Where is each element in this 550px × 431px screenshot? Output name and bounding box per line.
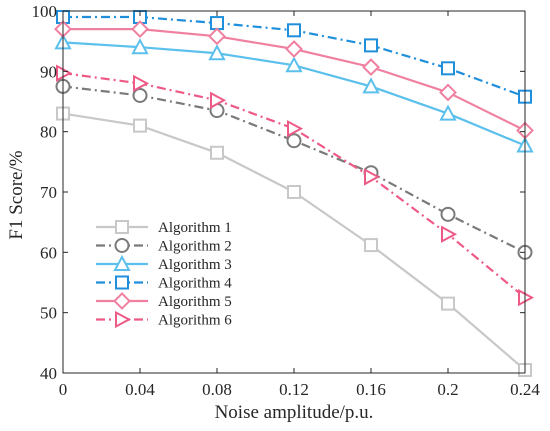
legend-marker [113, 292, 131, 310]
data-point [287, 185, 301, 199]
x-tick-label: 0.08 [202, 380, 232, 399]
y-tick-label: 100 [32, 2, 58, 21]
legend-label: Algorithm 3 [158, 257, 232, 273]
legend-label: Algorithm 5 [158, 294, 232, 310]
y-tick-label: 70 [40, 183, 57, 202]
legend-marker [115, 275, 129, 290]
y-axis-label: F1 Score/% [6, 150, 27, 239]
data-point [287, 23, 301, 38]
legend: Algorithm 1 Algorithm 2 Algorithm 3 Algorit… [96, 220, 232, 329]
axes: 0 0.04 0.08 0.12 0.16 0.2 0.24 40 50 60 70 80 90 100 [32, 2, 541, 399]
x-tick-label: 0.04 [125, 380, 155, 399]
legend-entry: Algorithm 2 [96, 238, 232, 255]
data-point [210, 16, 224, 31]
x-axis-label: Noise amplitude/p.u. [215, 402, 374, 423]
data-point [133, 118, 147, 133]
data-point [131, 38, 149, 55]
legend-entry: Algorithm 5 [96, 292, 232, 310]
y-tick-label: 60 [40, 243, 57, 262]
data-point [210, 145, 224, 160]
legend-label: Algorithm 2 [158, 239, 232, 255]
legend-entry: Algorithm 1 [96, 220, 232, 236]
legend-marker [114, 238, 130, 253]
series-1 [56, 106, 532, 377]
data-point [285, 40, 303, 58]
data-point [440, 206, 456, 222]
y-tick-label: 90 [40, 62, 57, 81]
y-tick-label: 40 [40, 364, 57, 383]
legend-entry: Algorithm 6 [96, 310, 232, 329]
legend-marker [113, 254, 131, 271]
y-tick-label: 50 [40, 304, 57, 323]
series-4 [56, 10, 532, 104]
data-point [133, 74, 150, 93]
data-point [441, 296, 455, 311]
legend-entry: Algorithm 3 [96, 254, 232, 273]
data-point [362, 77, 380, 94]
data-point [210, 91, 227, 109]
data-point [286, 133, 302, 149]
legend-entry: Algorithm 4 [96, 275, 232, 292]
legend-label: Algorithm 4 [158, 276, 232, 292]
y-tick-label: 80 [40, 123, 57, 142]
legend-label: Algorithm 1 [158, 220, 232, 236]
axes-frame [62, 10, 526, 374]
x-tick-label: 0.24 [510, 380, 540, 399]
x-tick-label: 0.2 [437, 380, 458, 399]
series-group [54, 10, 535, 377]
legend-label: Algorithm 6 [158, 313, 232, 329]
data-point [364, 238, 378, 253]
data-point [364, 168, 381, 186]
data-point [441, 61, 455, 76]
data-point [441, 225, 458, 243]
data-point [208, 44, 226, 61]
legend-marker [115, 220, 129, 234]
x-tick-label: 0 [59, 380, 68, 399]
data-point [132, 87, 148, 103]
data-point [362, 58, 380, 77]
legend-marker [115, 310, 132, 329]
data-point [287, 119, 304, 138]
data-point [131, 20, 149, 39]
data-point [439, 104, 457, 121]
data-point [364, 38, 378, 53]
x-tick-label: 0.16 [356, 380, 386, 399]
data-point [208, 27, 226, 46]
data-point [285, 56, 303, 73]
x-tick-label: 0.12 [279, 380, 309, 399]
data-point [439, 83, 457, 102]
